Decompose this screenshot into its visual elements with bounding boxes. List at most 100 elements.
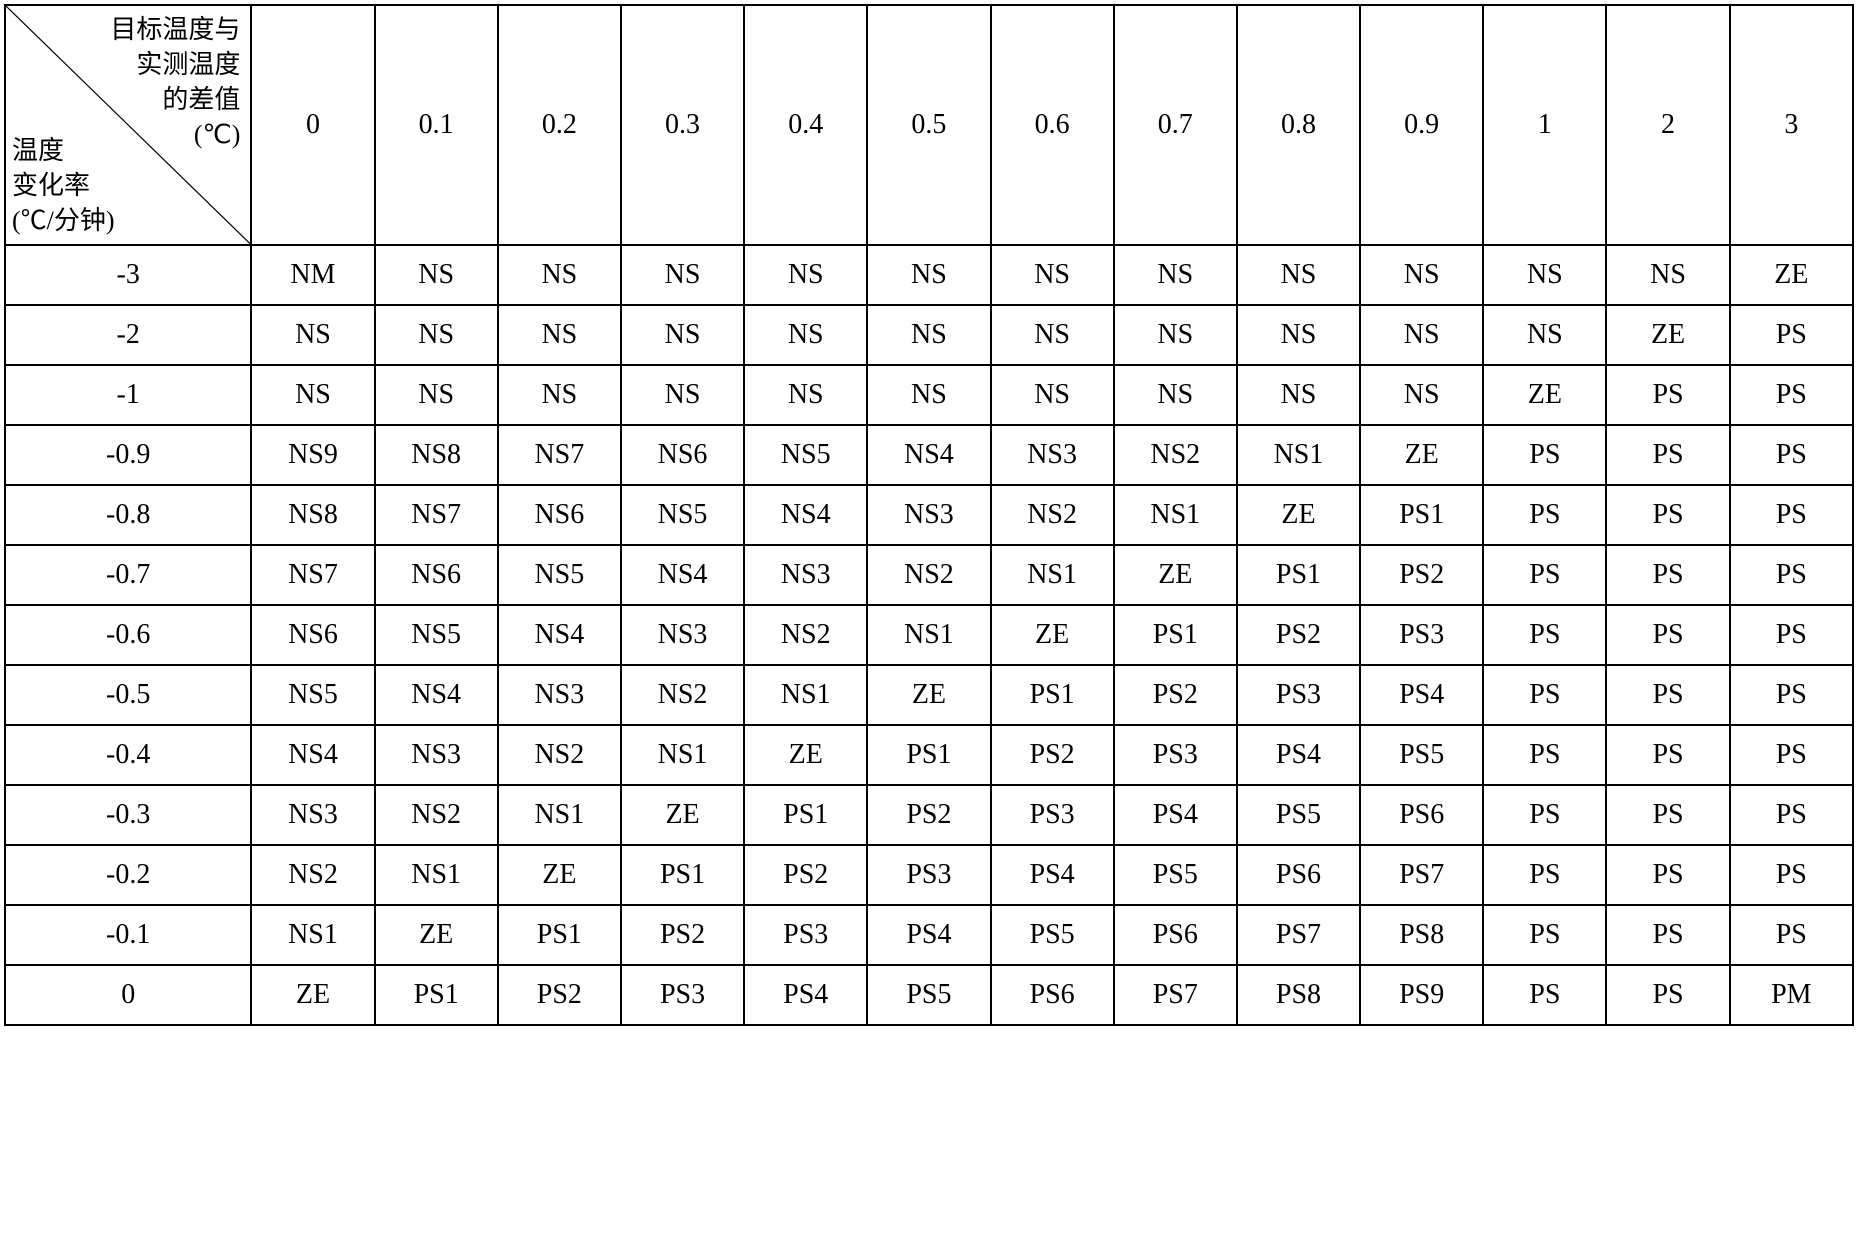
col-header: 0.2 — [498, 5, 621, 245]
table-cell: PS5 — [1237, 785, 1360, 845]
table-cell: PS — [1483, 485, 1606, 545]
corner-header-cell: 目标温度与 实测温度 的差值 (℃) 温度 变化率 (℃/分钟) — [5, 5, 251, 245]
table-cell: ZE — [251, 965, 374, 1025]
table-cell: NS — [1360, 245, 1483, 305]
table-cell: PS — [1483, 425, 1606, 485]
table-cell: PS — [1606, 845, 1729, 905]
fuzzy-logic-table: 目标温度与 实测温度 的差值 (℃) 温度 变化率 (℃/分钟) 0 0.1 0… — [4, 4, 1854, 1026]
table-cell: NS — [1360, 305, 1483, 365]
table-cell: PS — [1730, 605, 1853, 665]
table-cell: PS3 — [621, 965, 744, 1025]
col-header: 0.9 — [1360, 5, 1483, 245]
table-cell: ZE — [1360, 425, 1483, 485]
table-cell: PS1 — [1114, 605, 1237, 665]
corner-bottom-label: 温度 变化率 (℃/分钟) — [12, 133, 115, 238]
table-cell: NS — [1114, 365, 1237, 425]
table-cell: NS — [1606, 245, 1729, 305]
table-cell: NS — [991, 365, 1114, 425]
table-cell: NS — [498, 305, 621, 365]
table-cell: PS — [1606, 605, 1729, 665]
table-cell: PS1 — [375, 965, 498, 1025]
table-cell: PS — [1730, 725, 1853, 785]
table-cell: NS — [621, 245, 744, 305]
table-cell: NS — [991, 305, 1114, 365]
table-cell: PS2 — [621, 905, 744, 965]
table-cell: NS — [1114, 245, 1237, 305]
table-cell: PS2 — [1360, 545, 1483, 605]
table-cell: ZE — [498, 845, 621, 905]
table-cell: PS5 — [1360, 725, 1483, 785]
table-cell: PM — [1730, 965, 1853, 1025]
table-cell: NS2 — [1114, 425, 1237, 485]
table-cell: PS2 — [498, 965, 621, 1025]
table-cell: NS5 — [375, 605, 498, 665]
table-cell: ZE — [867, 665, 990, 725]
corner-bottom-line3: (℃/分钟) — [12, 203, 115, 238]
table-cell: PS4 — [991, 845, 1114, 905]
col-header: 0.8 — [1237, 5, 1360, 245]
table-cell: PS3 — [1114, 725, 1237, 785]
table-cell: NS6 — [621, 425, 744, 485]
col-header: 0.5 — [867, 5, 990, 245]
table-cell: ZE — [375, 905, 498, 965]
table-cell: PS1 — [867, 725, 990, 785]
table-cell: PS1 — [1360, 485, 1483, 545]
table-cell: ZE — [621, 785, 744, 845]
col-header: 0 — [251, 5, 374, 245]
row-header: -0.5 — [5, 665, 251, 725]
table-cell: ZE — [744, 725, 867, 785]
table-cell: PS — [1730, 665, 1853, 725]
table-cell: PS — [1730, 905, 1853, 965]
table-cell: PS — [1606, 905, 1729, 965]
col-header: 0.4 — [744, 5, 867, 245]
table-row: -0.2NS2NS1ZEPS1PS2PS3PS4PS5PS6PS7PSPSPS — [5, 845, 1853, 905]
table-cell: PS1 — [744, 785, 867, 845]
table-cell: NS2 — [375, 785, 498, 845]
table-cell: PS6 — [1237, 845, 1360, 905]
table-cell: NS5 — [251, 665, 374, 725]
table-cell: NS1 — [744, 665, 867, 725]
table-cell: PS3 — [1237, 665, 1360, 725]
table-cell: ZE — [1730, 245, 1853, 305]
table-cell: NM — [251, 245, 374, 305]
table-cell: PS1 — [621, 845, 744, 905]
table-cell: NS — [744, 365, 867, 425]
table-cell: PS3 — [991, 785, 1114, 845]
table-cell: NS9 — [251, 425, 374, 485]
table-cell: NS — [1237, 365, 1360, 425]
table-cell: ZE — [1483, 365, 1606, 425]
table-cell: NS — [744, 245, 867, 305]
row-header: -0.8 — [5, 485, 251, 545]
table-cell: NS3 — [375, 725, 498, 785]
corner-bottom-line2: 变化率 — [12, 168, 115, 203]
table-cell: PS4 — [1114, 785, 1237, 845]
row-header: -0.7 — [5, 545, 251, 605]
table-cell: NS1 — [498, 785, 621, 845]
table-cell: PS9 — [1360, 965, 1483, 1025]
table-cell: NS — [867, 245, 990, 305]
table-cell: PS1 — [498, 905, 621, 965]
table-cell: PS6 — [1360, 785, 1483, 845]
table-cell: NS — [251, 305, 374, 365]
table-cell: PS — [1483, 605, 1606, 665]
table-cell: PS2 — [744, 845, 867, 905]
table-cell: PS — [1483, 845, 1606, 905]
table-row: -2NSNSNSNSNSNSNSNSNSNSNSZEPS — [5, 305, 1853, 365]
table-cell: PS — [1483, 665, 1606, 725]
table-cell: NS — [1114, 305, 1237, 365]
table-cell: NS1 — [1237, 425, 1360, 485]
table-cell: NS4 — [251, 725, 374, 785]
table-cell: PS — [1483, 905, 1606, 965]
table-cell: PS — [1483, 785, 1606, 845]
table-cell: PS — [1730, 365, 1853, 425]
table-cell: NS — [621, 305, 744, 365]
row-header: -2 — [5, 305, 251, 365]
table-cell: PS4 — [1360, 665, 1483, 725]
table-cell: NS2 — [498, 725, 621, 785]
table-cell: NS8 — [251, 485, 374, 545]
table-cell: PS3 — [744, 905, 867, 965]
table-cell: NS1 — [251, 905, 374, 965]
corner-top-line1: 目标温度与 — [110, 12, 240, 47]
table-cell: NS4 — [744, 485, 867, 545]
table-cell: NS3 — [498, 665, 621, 725]
